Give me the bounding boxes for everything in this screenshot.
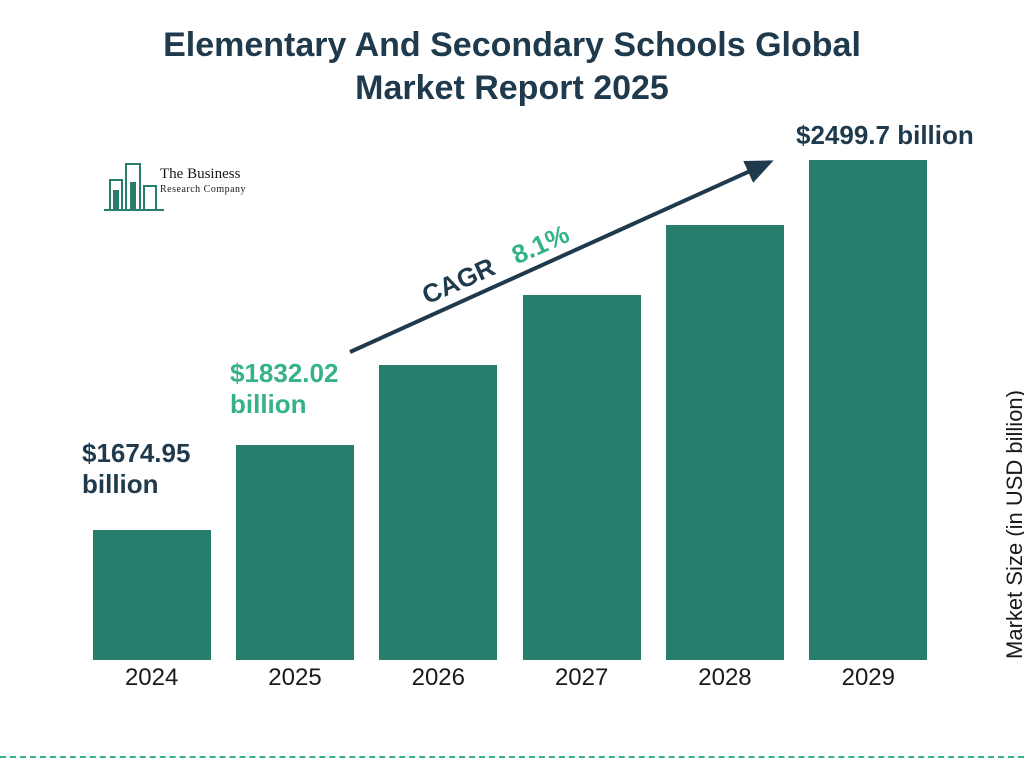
x-axis-labels: 2024 2025 2026 2027 2028 2029 — [80, 664, 940, 700]
bottom-divider — [0, 756, 1024, 758]
xlabel: 2024 — [87, 664, 217, 692]
y-axis-label: Market Size (in USD billion) — [1002, 390, 1024, 659]
bar-2024 — [93, 530, 211, 660]
bar-slot — [373, 365, 503, 660]
xlabel: 2029 — [803, 664, 933, 692]
bar-2025 — [236, 445, 354, 660]
bar-2028 — [666, 225, 784, 660]
bar-slot — [660, 225, 790, 660]
bar-2027 — [523, 295, 641, 660]
bar-slot — [517, 295, 647, 660]
bar-chart: 2024 2025 2026 2027 2028 2029 — [80, 140, 940, 700]
bar-slot — [87, 530, 217, 660]
xlabel: 2028 — [660, 664, 790, 692]
chart-title: Elementary And Secondary Schools Global … — [0, 0, 1024, 109]
bar-2026 — [379, 365, 497, 660]
title-line-1: Elementary And Secondary Schools Global — [0, 24, 1024, 67]
title-line-2: Market Report 2025 — [0, 67, 1024, 110]
bar-slot — [803, 160, 933, 660]
xlabel: 2025 — [230, 664, 360, 692]
bar-2029 — [809, 160, 927, 660]
bar-slot — [230, 445, 360, 660]
bars-container — [80, 140, 940, 660]
xlabel: 2027 — [517, 664, 647, 692]
xlabel: 2026 — [373, 664, 503, 692]
